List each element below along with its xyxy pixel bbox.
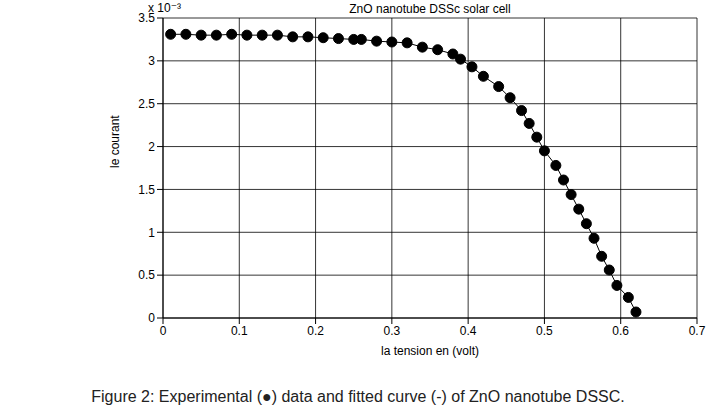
html-text:Figure 2: Experimental (●) dat: Figure 2: Experimental (●) data and fitt… <box>91 388 625 405</box>
svg-text:0.5: 0.5 <box>138 268 155 282</box>
html-text:ZnO nanotube DSSc solar cell: ZnO nanotube DSSc solar cell <box>349 2 511 16</box>
svg-text:1.5: 1.5 <box>138 183 155 197</box>
svg-text:0.1: 0.1 <box>231 324 248 338</box>
svg-text:0: 0 <box>148 311 155 325</box>
svg-text:0.6: 0.6 <box>612 324 629 338</box>
svg-text:0.5: 0.5 <box>536 324 553 338</box>
svg-text:0.3: 0.3 <box>384 324 401 338</box>
svg-text:3.5: 3.5 <box>138 11 155 25</box>
html-text:x 10⁻³: x 10⁻³ <box>148 1 181 15</box>
svg-text:0.7: 0.7 <box>689 324 706 338</box>
svg-text:0.2: 0.2 <box>307 324 324 338</box>
svg-text:1: 1 <box>148 226 155 240</box>
svg-text:2: 2 <box>148 140 155 154</box>
svg-text:2.5: 2.5 <box>138 97 155 111</box>
svg-text:3: 3 <box>148 54 155 68</box>
svg-text:la tension en (volt): la tension en (volt) <box>381 344 479 358</box>
svg-text:0.4: 0.4 <box>460 324 477 338</box>
svg-text:0: 0 <box>160 324 167 338</box>
svg-text:le courant: le courant <box>108 115 122 168</box>
